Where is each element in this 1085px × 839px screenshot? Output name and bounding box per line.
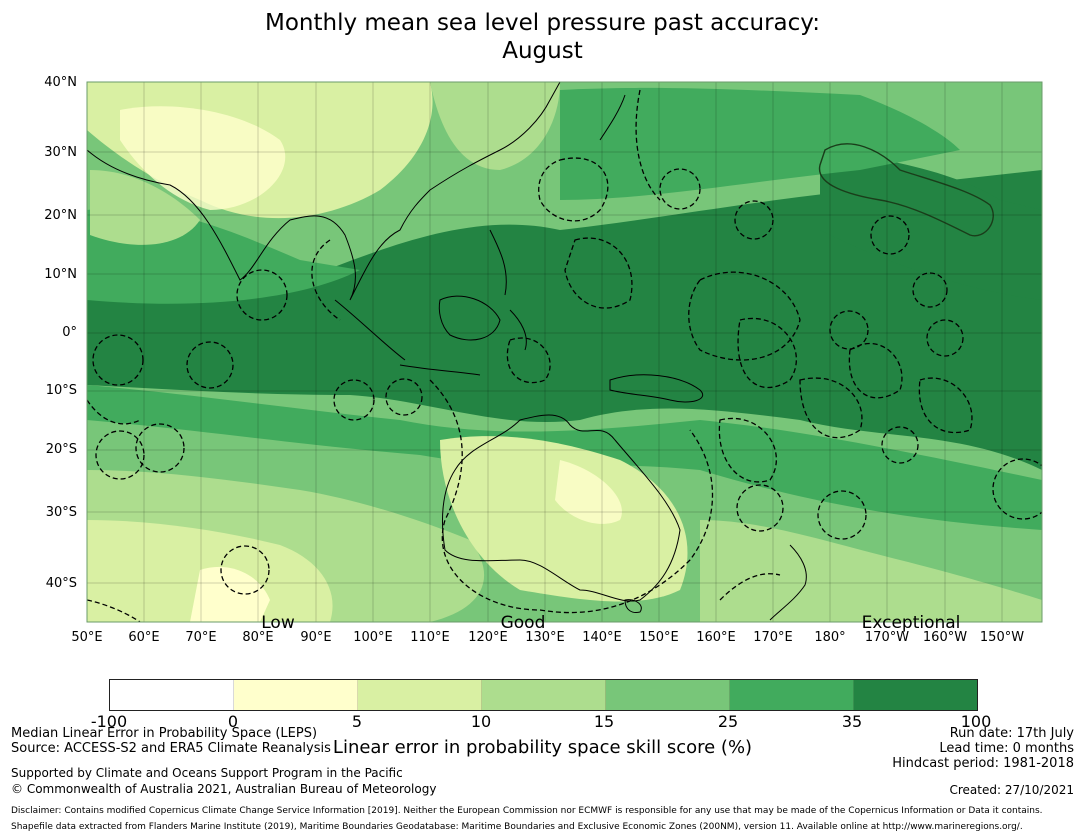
lon-tick: 110°E [410, 630, 450, 645]
colorbar-tick: 15 [593, 712, 615, 731]
colorbar-segment-2 [358, 680, 482, 710]
lon-tick: 50°E [71, 630, 103, 645]
lead-time: Lead time: 0 months [939, 741, 1074, 756]
lon-tick: 140°E [582, 630, 622, 645]
colorbar-tick: 0 [227, 712, 239, 731]
lat-tick-20s: 20°S [45, 442, 77, 457]
created-date: Created: 27/10/2021 [949, 783, 1074, 797]
lat-tick-10n: 10°N [44, 267, 77, 282]
colorbar-segment-5 [730, 680, 854, 710]
lon-tick: 160°W [922, 630, 968, 645]
level-label-good: Good [500, 613, 546, 633]
level-label-exceptional: Exceptional [861, 613, 961, 633]
metric-description: Median Linear Error in Probability Space… [11, 726, 318, 741]
colorbar-label: Linear error in probability space skill … [332, 737, 753, 758]
lon-tick: 90°E [300, 630, 332, 645]
skill-score-map [86, 81, 1043, 623]
lat-tick-30n: 30°N [44, 145, 77, 160]
lat-tick-40s: 40°S [45, 576, 77, 591]
lon-tick: 130°E [525, 630, 565, 645]
lon-tick: 120°E [468, 630, 508, 645]
lon-tick: 150°W [979, 630, 1025, 645]
lon-tick: 70°E [185, 630, 217, 645]
colorbar-segment-6 [854, 680, 977, 710]
shapefile-credit: Shapefile data extracted from Flanders M… [11, 822, 1023, 832]
colorbar-segment-1 [234, 680, 358, 710]
colorbar-tick: 25 [717, 712, 739, 731]
colorbar-segment-0 [110, 680, 234, 710]
disclaimer: Disclaimer: Contains modified Copernicus… [11, 806, 1043, 816]
support-statement: Supported by Climate and Oceans Support … [11, 766, 403, 780]
run-date: Run date: 17th July [949, 726, 1074, 741]
map-title: Monthly mean sea level pressure past acc… [265, 10, 820, 36]
hindcast-period: Hindcast period: 1981-2018 [892, 756, 1074, 771]
lon-tick: 150°E [639, 630, 679, 645]
lat-tick-20n: 20°N [44, 208, 77, 223]
lon-tick: 170°E [753, 630, 793, 645]
lon-tick: 160°E [696, 630, 736, 645]
lat-tick-10s: 10°S [45, 383, 77, 398]
copyright: © Commonwealth of Australia 2021, Austra… [11, 782, 437, 796]
lat-tick-0: 0° [62, 325, 77, 340]
colorbar-tick: 10 [470, 712, 492, 731]
colorbar-segment-3 [482, 680, 606, 710]
lon-tick: 180° [814, 630, 846, 645]
data-source: Source: ACCESS-S2 and ERA5 Climate Reana… [11, 741, 331, 756]
colorbar-tick: 5 [351, 712, 363, 731]
map-subtitle-month: August [502, 38, 583, 64]
colorbar-tick: 100 [960, 712, 992, 731]
colorbar-tick: -100 [90, 712, 128, 731]
level-label-low: Low [261, 613, 295, 633]
lon-tick: 80°E [242, 630, 274, 645]
colorbar [109, 679, 978, 711]
lon-tick: 100°E [353, 630, 393, 645]
colorbar-tick: 35 [841, 712, 863, 731]
lon-tick: 170°W [864, 630, 910, 645]
lon-tick: 60°E [128, 630, 160, 645]
lat-tick-40n: 40°N [44, 75, 77, 90]
lat-tick-30s: 30°S [45, 505, 77, 520]
colorbar-segment-4 [606, 680, 730, 710]
